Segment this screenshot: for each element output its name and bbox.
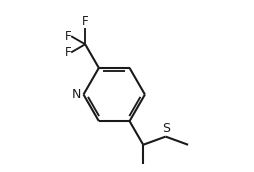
- Text: F: F: [65, 30, 71, 43]
- Text: F: F: [65, 46, 71, 59]
- Text: F: F: [82, 15, 88, 28]
- Text: N: N: [72, 88, 82, 101]
- Text: S: S: [162, 122, 170, 135]
